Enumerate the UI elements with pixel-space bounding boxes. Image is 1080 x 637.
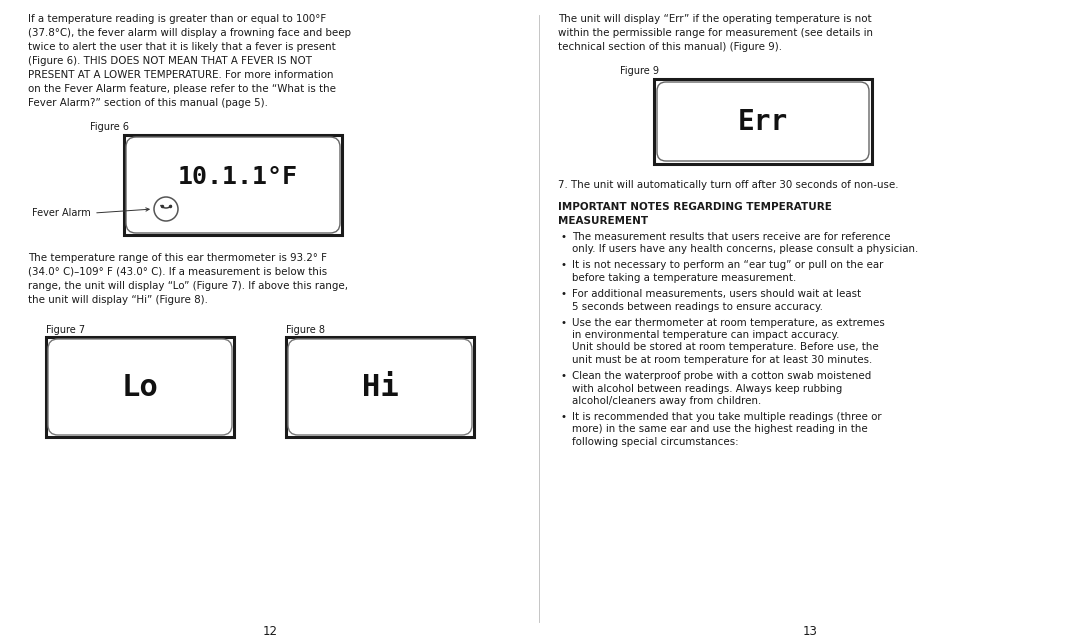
Text: following special circumstances:: following special circumstances: xyxy=(572,437,739,447)
Text: It is recommended that you take multiple readings (three or: It is recommended that you take multiple… xyxy=(572,412,881,422)
Text: •: • xyxy=(561,289,567,299)
Text: •: • xyxy=(561,261,567,271)
Bar xyxy=(46,337,234,437)
Text: Lo: Lo xyxy=(122,373,159,401)
Text: •: • xyxy=(561,317,567,327)
Text: •: • xyxy=(561,232,567,242)
Text: The measurement results that users receive are for reference: The measurement results that users recei… xyxy=(572,232,891,242)
Text: If a temperature reading is greater than or equal to 100°F
(37.8°C), the fever a: If a temperature reading is greater than… xyxy=(28,14,351,108)
Text: 5 seconds between readings to ensure accuracy.: 5 seconds between readings to ensure acc… xyxy=(572,301,823,311)
Bar xyxy=(124,135,342,235)
Text: 13: 13 xyxy=(802,625,818,637)
Text: •: • xyxy=(561,371,567,381)
Text: Figure 9: Figure 9 xyxy=(620,66,659,76)
FancyBboxPatch shape xyxy=(48,339,232,435)
Text: Figure 6: Figure 6 xyxy=(90,122,129,132)
Text: before taking a temperature measurement.: before taking a temperature measurement. xyxy=(572,273,796,283)
FancyBboxPatch shape xyxy=(126,137,340,233)
Text: Fever Alarm: Fever Alarm xyxy=(32,208,91,218)
Text: Hi: Hi xyxy=(362,373,399,401)
Circle shape xyxy=(154,197,178,221)
Text: 7. The unit will automatically turn off after 30 seconds of non-use.: 7. The unit will automatically turn off … xyxy=(558,180,899,190)
Text: It is not necessary to perform an “ear tug” or pull on the ear: It is not necessary to perform an “ear t… xyxy=(572,261,883,271)
Text: 12: 12 xyxy=(262,625,278,637)
Text: only. If users have any health concerns, please consult a physician.: only. If users have any health concerns,… xyxy=(572,245,918,255)
Text: •: • xyxy=(561,412,567,422)
Text: The temperature range of this ear thermometer is 93.2° F
(34.0° C)–109° F (43.0°: The temperature range of this ear thermo… xyxy=(28,253,348,305)
Text: 10.1.1°F: 10.1.1°F xyxy=(177,165,297,189)
Text: more) in the same ear and use the highest reading in the: more) in the same ear and use the highes… xyxy=(572,424,867,434)
Text: For additional measurements, users should wait at least: For additional measurements, users shoul… xyxy=(572,289,861,299)
Bar xyxy=(654,79,872,164)
Text: Figure 8: Figure 8 xyxy=(286,325,325,335)
Text: MEASUREMENT: MEASUREMENT xyxy=(558,216,648,226)
Text: unit must be at room temperature for at least 30 minutes.: unit must be at room temperature for at … xyxy=(572,355,873,365)
Text: Err: Err xyxy=(738,108,788,136)
Text: IMPORTANT NOTES REGARDING TEMPERATURE: IMPORTANT NOTES REGARDING TEMPERATURE xyxy=(558,202,832,212)
FancyBboxPatch shape xyxy=(288,339,472,435)
Text: The unit will display “Err” if the operating temperature is not
within the permi: The unit will display “Err” if the opera… xyxy=(558,14,873,52)
Text: with alcohol between readings. Always keep rubbing: with alcohol between readings. Always ke… xyxy=(572,383,842,394)
Text: Figure 7: Figure 7 xyxy=(46,325,85,335)
Text: in environmental temperature can impact accuracy.: in environmental temperature can impact … xyxy=(572,330,839,340)
Bar xyxy=(286,337,474,437)
FancyBboxPatch shape xyxy=(657,82,869,161)
Text: alcohol/cleaners away from children.: alcohol/cleaners away from children. xyxy=(572,396,761,406)
Text: Clean the waterproof probe with a cotton swab moistened: Clean the waterproof probe with a cotton… xyxy=(572,371,872,381)
Text: Unit should be stored at room temperature. Before use, the: Unit should be stored at room temperatur… xyxy=(572,343,879,352)
Text: Use the ear thermometer at room temperature, as extremes: Use the ear thermometer at room temperat… xyxy=(572,317,885,327)
